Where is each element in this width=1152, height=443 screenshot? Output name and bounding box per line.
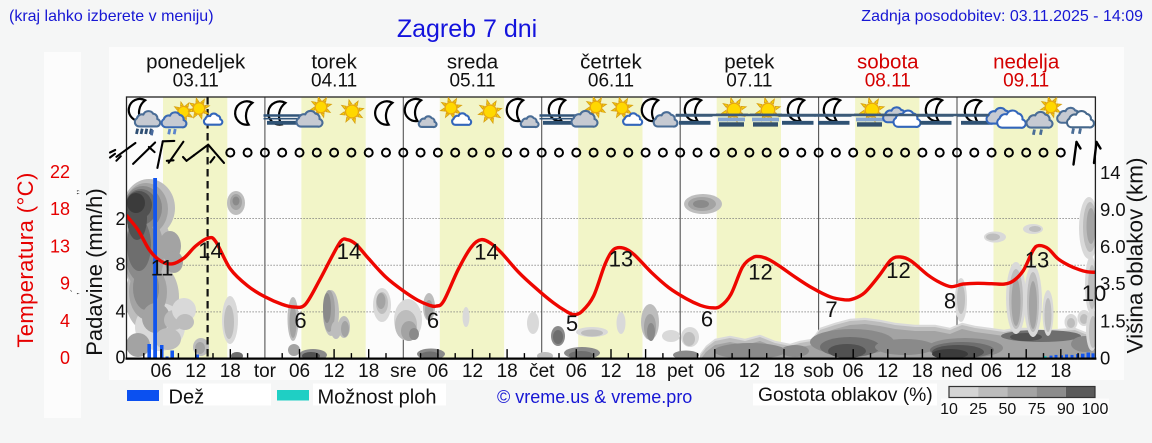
svg-text:11: 11 bbox=[151, 256, 174, 281]
svg-text:6: 6 bbox=[427, 308, 439, 333]
svg-text:sreda: sreda bbox=[447, 51, 499, 74]
svg-text:Padavine (mm/h): Padavine (mm/h) bbox=[82, 188, 107, 356]
svg-text:torek: torek bbox=[311, 51, 357, 74]
svg-text:ponedeljek: ponedeljek bbox=[146, 51, 246, 74]
svg-text:75: 75 bbox=[1028, 401, 1046, 418]
svg-text:12: 12 bbox=[324, 361, 345, 382]
svg-text:pet: pet bbox=[667, 361, 694, 382]
svg-text:14: 14 bbox=[337, 239, 361, 264]
svg-text:18: 18 bbox=[635, 361, 656, 382]
svg-text:Temperatura (°C): Temperatura (°C) bbox=[13, 172, 38, 347]
svg-text:06: 06 bbox=[151, 361, 172, 382]
svg-text:18: 18 bbox=[50, 199, 70, 219]
svg-text:1.5: 1.5 bbox=[1100, 310, 1126, 331]
svg-text:sobota: sobota bbox=[857, 51, 919, 74]
svg-text:10: 10 bbox=[940, 401, 958, 418]
svg-text:7: 7 bbox=[825, 297, 837, 322]
svg-text:12: 12 bbox=[748, 259, 772, 284]
svg-text:13: 13 bbox=[50, 236, 70, 256]
svg-text:Dež: Dež bbox=[169, 386, 205, 408]
svg-text:06.11: 06.11 bbox=[588, 70, 634, 91]
svg-text:2: 2 bbox=[115, 209, 125, 229]
svg-text:8: 8 bbox=[944, 289, 956, 314]
svg-text:0: 0 bbox=[115, 348, 125, 368]
svg-text:sre: sre bbox=[390, 361, 416, 382]
svg-text:100: 100 bbox=[1082, 401, 1109, 418]
svg-text:ned: ned bbox=[941, 361, 973, 382]
svg-text:12: 12 bbox=[877, 361, 898, 382]
svg-text:06: 06 bbox=[843, 361, 864, 382]
svg-text:12: 12 bbox=[600, 361, 621, 382]
svg-text:18: 18 bbox=[220, 361, 241, 382]
svg-text:13: 13 bbox=[609, 246, 633, 271]
svg-text:18: 18 bbox=[497, 361, 518, 382]
svg-text:6.0: 6.0 bbox=[1100, 236, 1126, 257]
svg-text:08.11: 08.11 bbox=[865, 70, 911, 91]
svg-text:0: 0 bbox=[60, 348, 70, 368]
svg-text:14: 14 bbox=[1100, 162, 1121, 183]
svg-text:06: 06 bbox=[427, 361, 448, 382]
svg-text:06: 06 bbox=[704, 361, 725, 382]
svg-text:čet: čet bbox=[529, 361, 555, 382]
svg-text:10: 10 bbox=[1082, 281, 1106, 306]
svg-text:03.11: 03.11 bbox=[173, 70, 219, 91]
svg-text:14: 14 bbox=[474, 239, 498, 264]
svg-text:4: 4 bbox=[115, 302, 125, 322]
svg-text:13: 13 bbox=[1025, 247, 1049, 272]
svg-text:6: 6 bbox=[701, 307, 713, 332]
svg-text:06: 06 bbox=[566, 361, 587, 382]
svg-text:07.11: 07.11 bbox=[726, 70, 772, 91]
svg-text:(kraj lahko izberete v meniju): (kraj lahko izberete v meniju) bbox=[9, 8, 214, 25]
svg-text:06: 06 bbox=[289, 361, 310, 382]
svg-text:90: 90 bbox=[1057, 401, 1075, 418]
svg-text:Zagreb 7 dni: Zagreb 7 dni bbox=[397, 15, 537, 43]
svg-text:,´: ,´ bbox=[69, 289, 81, 295]
svg-text:05.11: 05.11 bbox=[449, 70, 495, 91]
svg-text:tor: tor bbox=[254, 361, 277, 382]
svg-text:18: 18 bbox=[358, 361, 379, 382]
svg-text:0: 0 bbox=[1100, 347, 1110, 368]
svg-text:06: 06 bbox=[981, 361, 1002, 382]
svg-text:18: 18 bbox=[773, 361, 794, 382]
svg-text:9: 9 bbox=[60, 274, 70, 294]
svg-text:04.11: 04.11 bbox=[311, 70, 357, 91]
svg-text:Gostota oblakov (%): Gostota oblakov (%) bbox=[758, 385, 933, 406]
svg-text:12: 12 bbox=[739, 361, 760, 382]
svg-text:12: 12 bbox=[1016, 361, 1037, 382]
svg-text:09.11: 09.11 bbox=[1003, 70, 1049, 91]
svg-text:25: 25 bbox=[969, 401, 987, 418]
svg-text:Višina oblakov (km): Višina oblakov (km) bbox=[1123, 158, 1148, 354]
svg-text:petek: petek bbox=[724, 51, 775, 74]
svg-text:12: 12 bbox=[886, 258, 910, 283]
svg-text:9.0: 9.0 bbox=[1100, 199, 1126, 220]
svg-text:,,: ,, bbox=[70, 189, 81, 195]
svg-text:8: 8 bbox=[115, 255, 125, 275]
svg-text:22: 22 bbox=[50, 162, 70, 182]
svg-text:sob: sob bbox=[803, 361, 834, 382]
svg-text:50: 50 bbox=[999, 401, 1017, 418]
svg-text:Možnost ploh: Možnost ploh bbox=[318, 386, 437, 408]
svg-text:© vreme.us & vreme.pro: © vreme.us & vreme.pro bbox=[497, 387, 692, 407]
svg-text:nedelja: nedelja bbox=[993, 51, 1060, 74]
svg-text:6: 6 bbox=[294, 308, 306, 333]
svg-text:12: 12 bbox=[185, 361, 206, 382]
svg-text:Zadnja posodobitev: 03.11.2025: Zadnja posodobitev: 03.11.2025 - 14:09 bbox=[861, 8, 1143, 25]
svg-text:14: 14 bbox=[198, 238, 222, 263]
svg-text:18: 18 bbox=[912, 361, 933, 382]
svg-text:5: 5 bbox=[566, 311, 578, 336]
svg-text:18: 18 bbox=[1050, 361, 1071, 382]
svg-text:3.5: 3.5 bbox=[1100, 273, 1126, 294]
svg-text:četrtek: četrtek bbox=[580, 51, 642, 74]
svg-text:12: 12 bbox=[462, 361, 483, 382]
svg-text:4: 4 bbox=[60, 311, 70, 331]
